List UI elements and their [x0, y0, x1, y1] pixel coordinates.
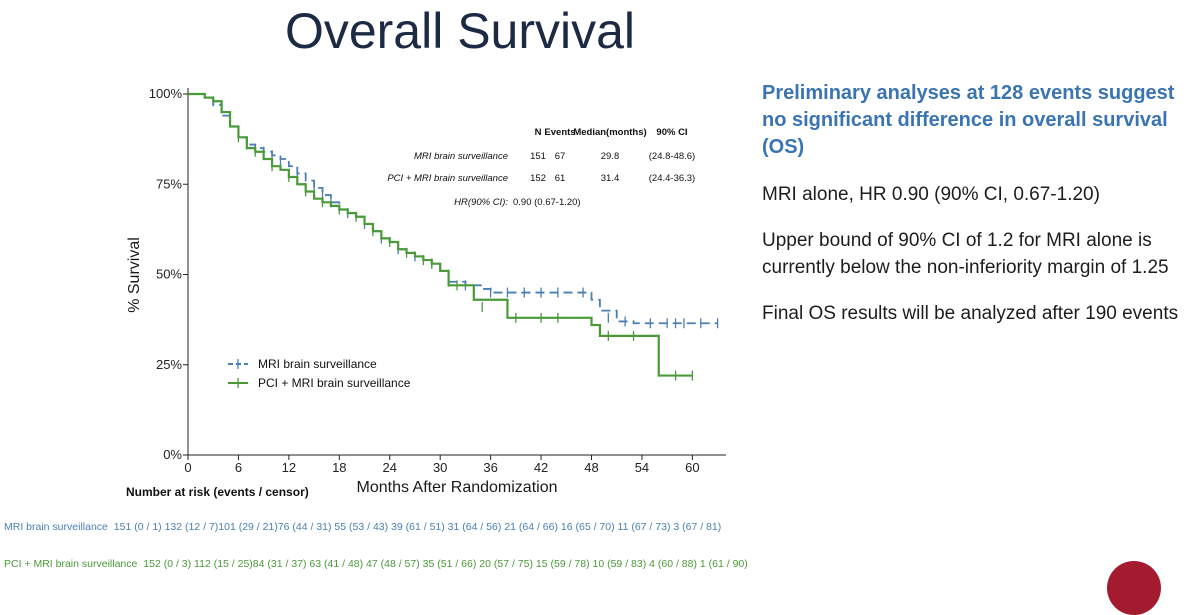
- table-cell: 61: [555, 173, 566, 184]
- findings-headline: Preliminary analyses at 128 events sugge…: [762, 82, 1175, 158]
- y-tick-label: 50%: [156, 267, 182, 282]
- slide-title: Overall Survival: [284, 3, 636, 59]
- x-tick-label: 12: [282, 460, 296, 475]
- y-tick-label: 0%: [163, 447, 182, 462]
- legend-entry: MRI brain surveillance: [258, 357, 377, 371]
- y-tick-label: 25%: [156, 357, 182, 372]
- x-tick-label: 60: [685, 460, 699, 475]
- table-header: Median(months): [573, 127, 646, 138]
- y-tick-label: 100%: [149, 86, 183, 101]
- table-header: 90% CI: [656, 127, 687, 138]
- table-cell: 151: [530, 151, 546, 162]
- chart-legend: MRI brain surveillance PCI + MRI brain su…: [228, 357, 411, 390]
- x-tick-label: 6: [235, 460, 242, 475]
- risk-row-label: PCI + MRI brain surveillance: [4, 558, 138, 570]
- legend-entry: PCI + MRI brain surveillance: [258, 376, 411, 390]
- table-cell: 29.8: [601, 151, 620, 162]
- x-tick-label: 36: [483, 460, 497, 475]
- table-row-label: MRI brain surveillance: [414, 151, 508, 162]
- table-header: Events: [544, 127, 575, 138]
- y-tick-label: 75%: [156, 176, 182, 191]
- y-axis-label: % Survival: [126, 237, 143, 313]
- hr-label: HR(90% CI):: [454, 197, 508, 208]
- table-row-label: PCI + MRI brain surveillance: [387, 173, 508, 184]
- risk-table-title: Number at risk (events / censor): [126, 485, 309, 499]
- table-cell: (24.4-36.3): [649, 173, 695, 184]
- x-axis-label: Months After Randomization: [357, 479, 558, 496]
- table-cell: 152: [530, 173, 546, 184]
- table-header: N: [535, 127, 542, 138]
- finding-final-analysis: Final OS results will be analyzed after …: [762, 303, 1179, 324]
- x-tick-label: 54: [635, 460, 649, 475]
- findings-panel: Preliminary analyses at 128 events sugge…: [762, 80, 1192, 346]
- risk-row-values: 152 (0 / 3) 112 (15 / 25)84 (31 / 37) 63…: [143, 558, 748, 570]
- x-tick-label: 24: [383, 460, 397, 475]
- risk-row-mri: MRI brain surveillance 151 (0 / 1) 132 (…: [4, 521, 721, 533]
- x-tick-label: 18: [332, 460, 346, 475]
- table-cell: 31.4: [601, 173, 620, 184]
- table-cell: (24.8-48.6): [649, 151, 695, 162]
- table-cell: 67: [555, 151, 566, 162]
- chart-axes: 0% 25% 50% 75% 100% 0 6 12 18 24 30 36 42 48 54 60: [149, 86, 726, 475]
- risk-row-values: 151 (0 / 1) 132 (12 / 7)101 (29 / 21)76 …: [113, 521, 722, 533]
- finding-hazard-ratio: MRI alone, HR 0.90 (90% CI, 0.67-1.20): [762, 184, 1100, 205]
- risk-row-label: MRI brain surveillance: [4, 521, 108, 533]
- x-tick-label: 0: [184, 460, 191, 475]
- x-tick-label: 30: [433, 460, 447, 475]
- km-chart: 0% 25% 50% 75% 100% 0 6 12 18 24 30 36 42 48 54 60 N Eve…: [126, 86, 726, 499]
- hr-value: 0.90 (0.67-1.20): [513, 197, 581, 208]
- chart-curves: [188, 92, 719, 381]
- logo-badge: [1107, 561, 1161, 615]
- x-tick-label: 42: [534, 460, 548, 475]
- risk-row-pci: PCI + MRI brain surveillance 152 (0 / 3)…: [4, 558, 748, 570]
- finding-upper-bound: Upper bound of 90% CI of 1.2 for MRI alo…: [762, 230, 1169, 278]
- x-tick-label: 48: [584, 460, 598, 475]
